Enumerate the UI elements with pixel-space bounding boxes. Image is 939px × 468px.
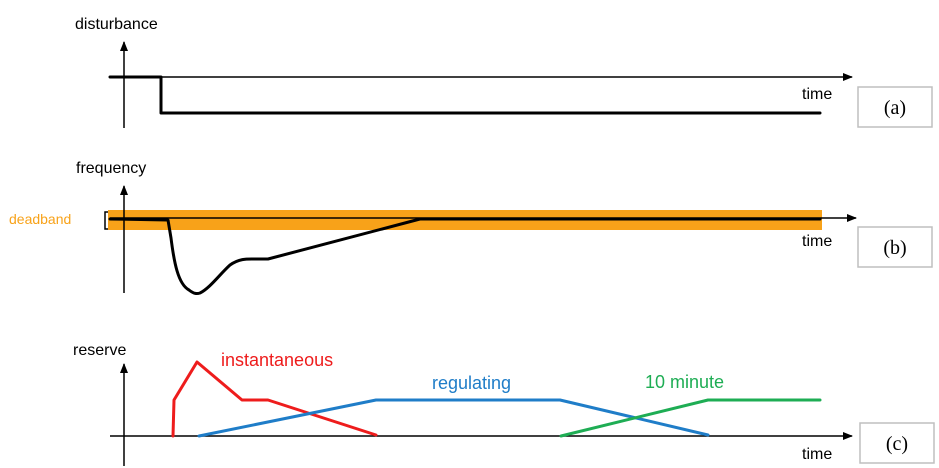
panel-disturbance: disturbance time (a) bbox=[75, 16, 933, 128]
reserve-axis-label: reserve bbox=[73, 342, 126, 359]
regulating-label: regulating bbox=[432, 373, 511, 393]
panel-a-tag: (a) bbox=[884, 97, 906, 119]
panel-reserve: reserve instantaneous regulating 10 minu… bbox=[73, 342, 935, 466]
disturbance-axis-label: disturbance bbox=[75, 16, 158, 33]
deadband-bracket bbox=[104, 211, 108, 230]
panel-frequency: frequency deadband time (b) bbox=[9, 160, 933, 296]
frequency-time-label: time bbox=[802, 233, 832, 250]
panel-c-tag: (c) bbox=[886, 433, 908, 455]
panel-b-tag: (b) bbox=[883, 237, 906, 259]
panel-a-tag-box bbox=[857, 86, 933, 128]
panel-c-tag-box bbox=[859, 422, 935, 464]
disturbance-time-label: time bbox=[802, 86, 832, 103]
ten-minute-reserve-line bbox=[559, 398, 822, 438]
disturbance-step-trace bbox=[108, 75, 822, 115]
instantaneous-label: instantaneous bbox=[221, 350, 333, 370]
frequency-response-trace bbox=[108, 217, 822, 296]
frequency-axis-label: frequency bbox=[76, 160, 146, 177]
instantaneous-reserve-line bbox=[171, 360, 378, 438]
panel-b-tag-box bbox=[857, 226, 933, 268]
ten-minute-label: 10 minute bbox=[645, 372, 724, 392]
reserve-time-label: time bbox=[802, 446, 832, 463]
deadband-label: deadband bbox=[9, 211, 71, 227]
